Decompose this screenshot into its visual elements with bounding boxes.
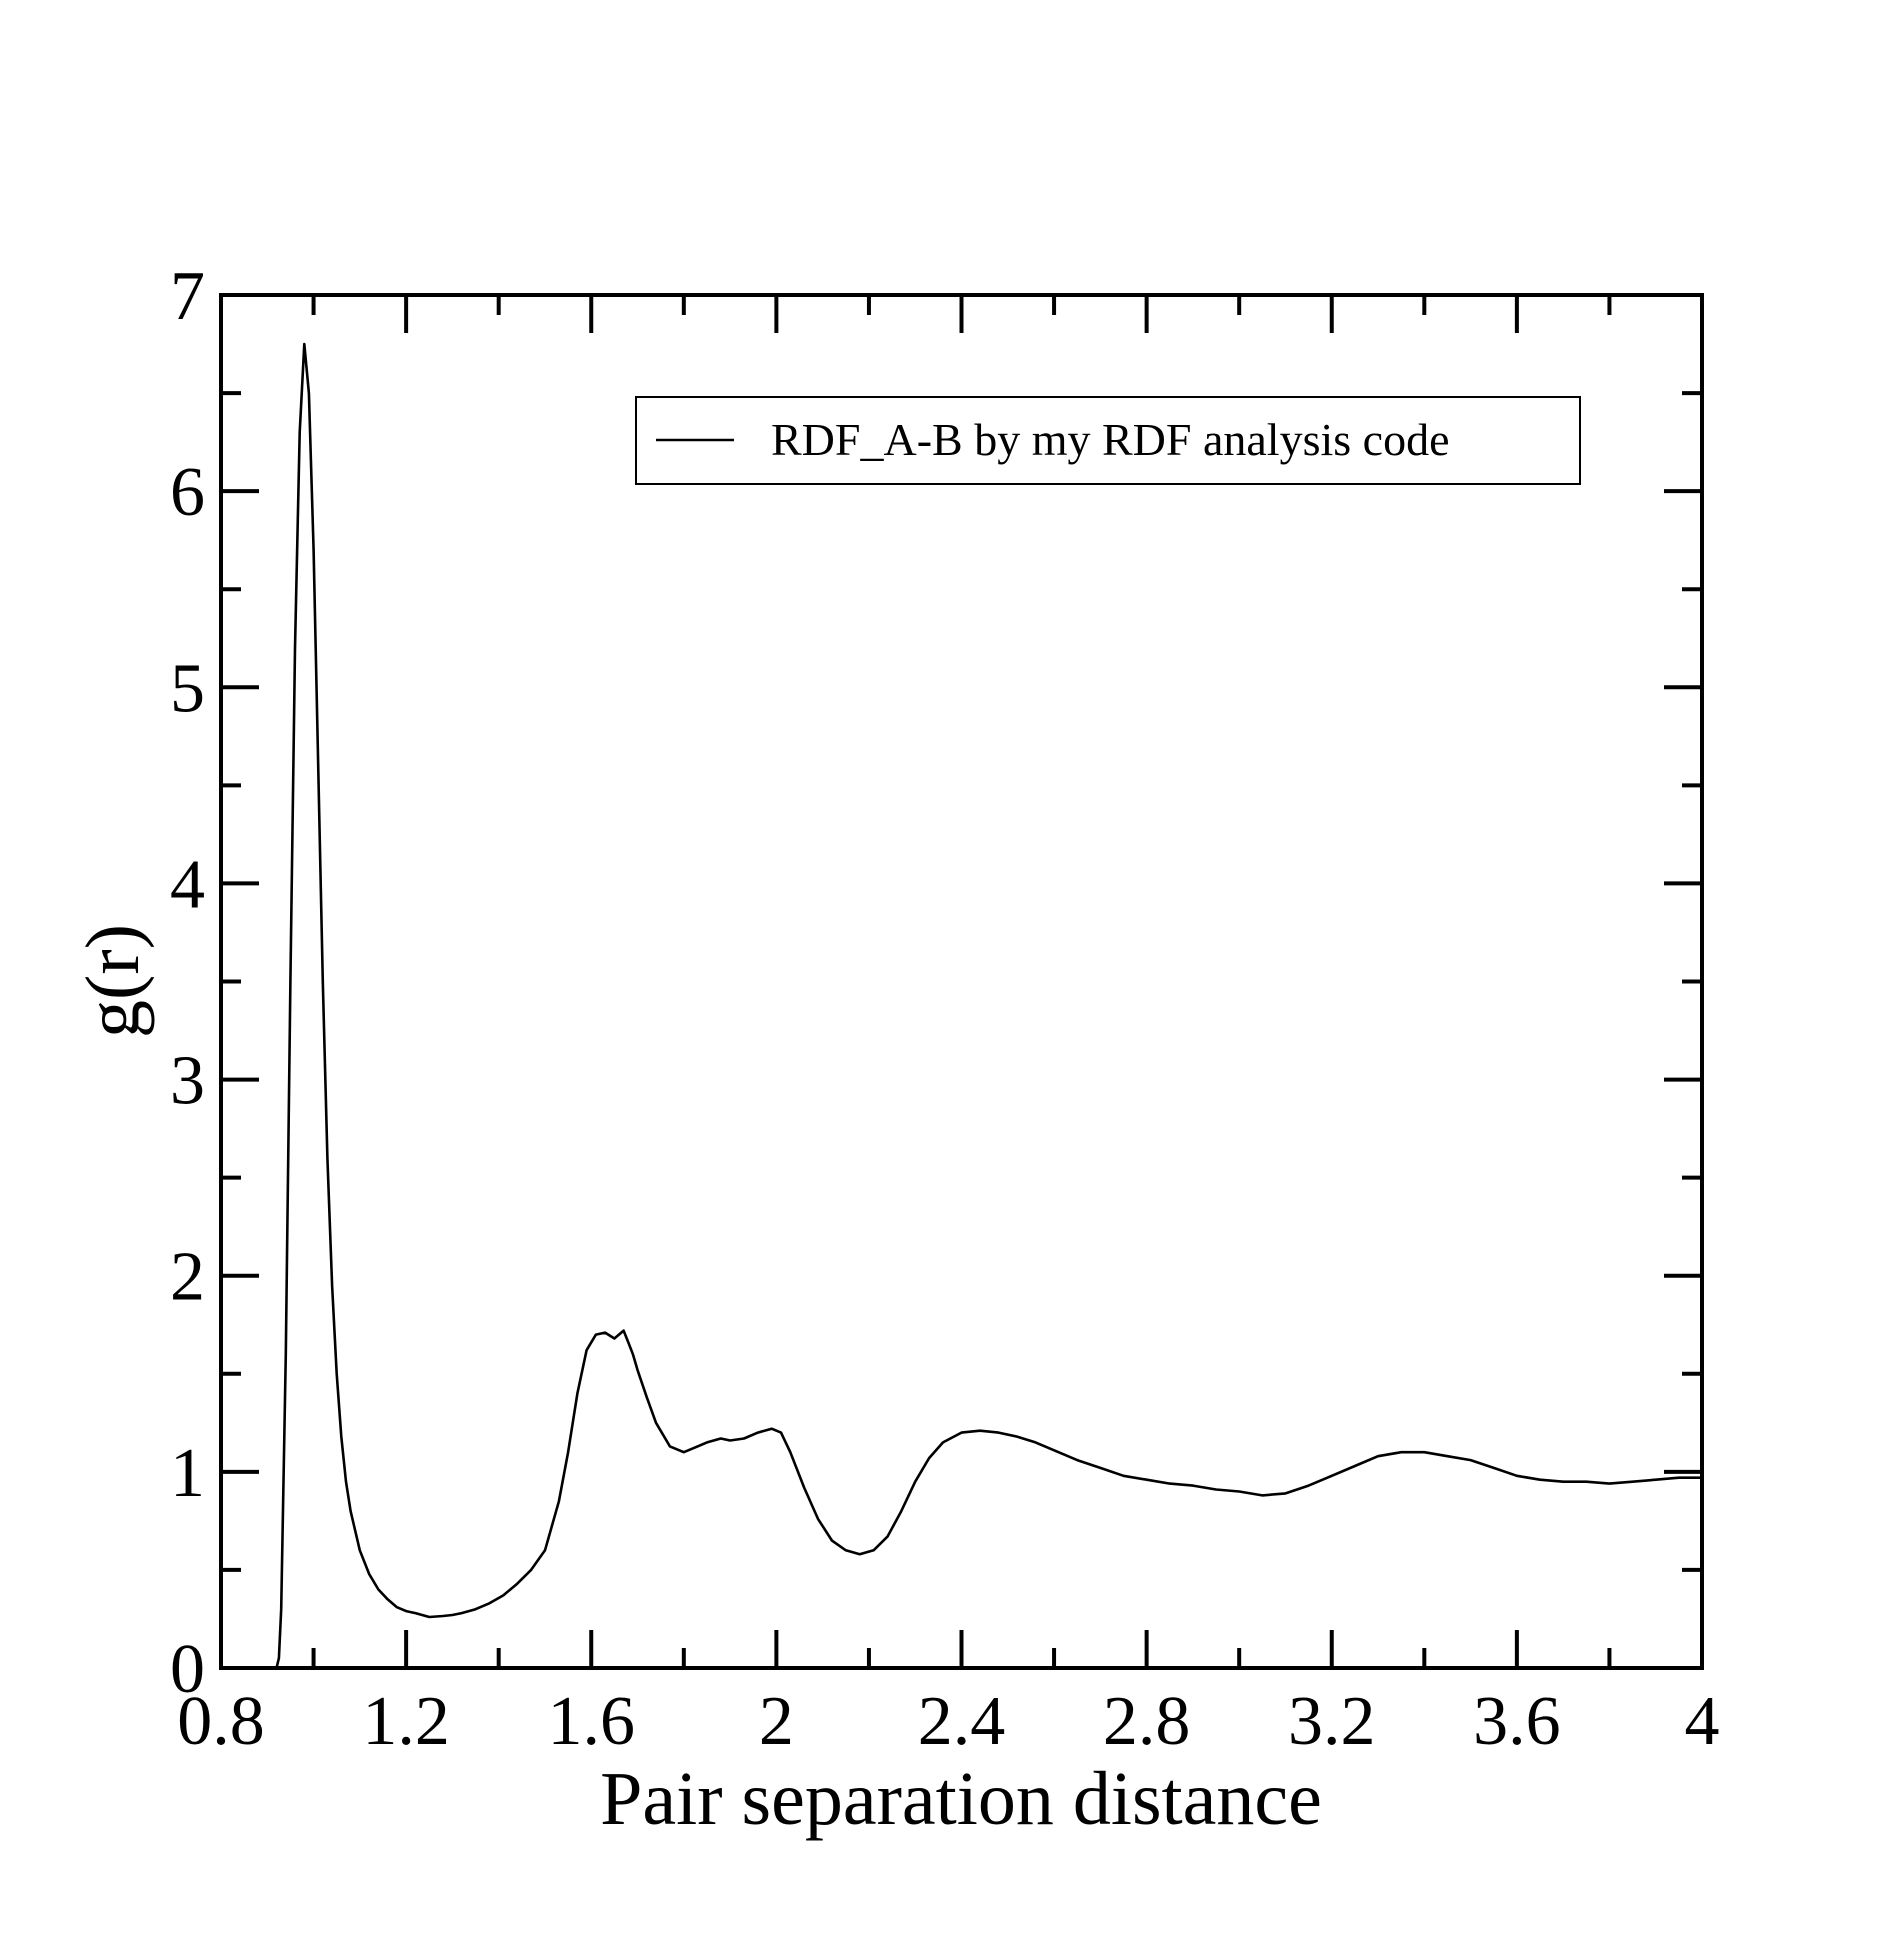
x-tick-label: 0.8 (177, 1683, 265, 1760)
x-tick-label: 1.6 (548, 1683, 636, 1760)
y-tick-label: 3 (170, 1043, 205, 1120)
y-tick-label: 6 (170, 454, 205, 531)
y-tick-label: 7 (170, 258, 205, 335)
legend-box (635, 396, 1581, 485)
x-tick-label: 2.4 (918, 1683, 1006, 1760)
y-tick-label: 1 (170, 1435, 205, 1512)
x-axis-label: Pair separation distance (600, 1757, 1322, 1841)
y-tick-label: 5 (170, 650, 205, 727)
axis-tick-labels: 0.8 1.2 1.6 2 2.4 2.8 3.2 3.6 4 0 1 2 3 4 5 6 7 (170, 258, 1720, 1760)
y-tick-label: 0 (170, 1631, 205, 1708)
x-tick-label: 4 (1685, 1683, 1720, 1760)
y-tick-label: 2 (170, 1239, 205, 1316)
axis-ticks (219, 293, 1704, 1670)
y-tick-label: 4 (170, 846, 205, 923)
legend: RDF_A-B by my RDF analysis code (635, 396, 1581, 485)
x-tick-label: 3.6 (1473, 1683, 1561, 1760)
x-tick-label: 2.8 (1103, 1683, 1191, 1760)
x-tick-label: 3.2 (1288, 1683, 1376, 1760)
x-tick-label: 1.2 (362, 1683, 450, 1760)
legend-label: RDF_A-B by my RDF analysis code (771, 414, 1450, 465)
y-axis-label: g(r) (71, 924, 155, 1038)
x-tick-label: 2 (759, 1683, 794, 1760)
series-line-rdf (275, 342, 1702, 1669)
